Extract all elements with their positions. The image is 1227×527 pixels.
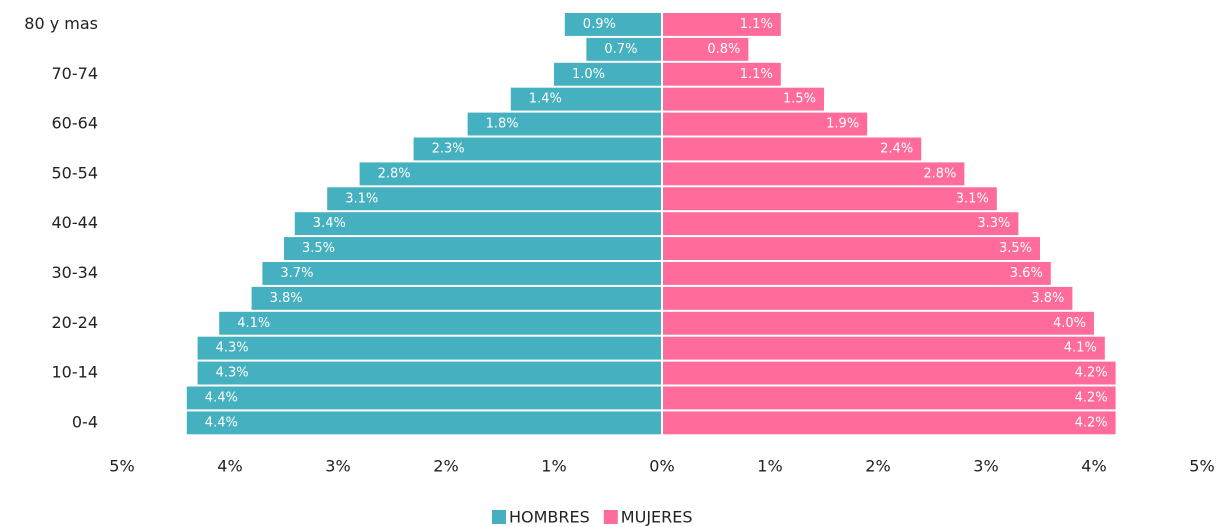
bar — [186, 411, 662, 435]
x-tick-label: 5% — [1189, 457, 1214, 476]
legend-swatch — [492, 510, 506, 524]
bar — [663, 13, 781, 36]
bar — [186, 386, 662, 410]
value-label: 2.3% — [432, 141, 465, 156]
legend-swatch — [603, 510, 618, 524]
y-tick-label: 30-34 — [52, 263, 99, 282]
bar — [359, 162, 661, 186]
value-label: 2.4% — [880, 141, 913, 156]
bar — [663, 162, 965, 186]
bar — [663, 336, 1105, 360]
bar — [284, 237, 661, 260]
bar — [197, 336, 661, 360]
bar — [663, 62, 781, 86]
value-label: 2.8% — [378, 166, 411, 181]
y-tick-label: 60-64 — [52, 114, 99, 133]
bar — [663, 37, 749, 61]
value-label: 3.1% — [345, 191, 378, 206]
value-label: 0.9% — [583, 17, 616, 32]
y-tick-label: 0-4 — [72, 412, 98, 431]
x-tick-label: 5% — [109, 457, 134, 476]
bar — [197, 361, 661, 385]
bar — [554, 62, 661, 86]
bar — [663, 212, 1019, 236]
x-tick-label: 2% — [433, 457, 458, 476]
value-label: 4.2% — [1075, 390, 1108, 405]
value-label: 4.1% — [1064, 341, 1097, 356]
bar — [663, 311, 1094, 335]
bar — [564, 13, 661, 36]
bar — [663, 262, 1051, 285]
value-label: 3.8% — [270, 291, 303, 306]
value-label: 1.9% — [826, 117, 859, 132]
value-label: 3.7% — [280, 266, 313, 281]
value-label: 1.8% — [486, 117, 519, 132]
value-label: 2.8% — [923, 166, 956, 181]
y-tick-label: 20-24 — [52, 313, 99, 332]
x-tick-label: 1% — [541, 457, 566, 476]
bar — [219, 311, 661, 335]
value-label: 4.4% — [205, 390, 238, 405]
value-label: 1.0% — [572, 67, 605, 82]
value-label: 4.3% — [216, 341, 249, 356]
bar — [262, 262, 661, 285]
value-label: 0.7% — [604, 42, 637, 57]
bar — [294, 212, 661, 236]
y-tick-label: 40-44 — [52, 213, 99, 232]
x-tick-label: 4% — [1081, 457, 1106, 476]
value-label: 1.1% — [740, 17, 773, 32]
x-tick-label: 3% — [973, 457, 998, 476]
x-tick-label: 0% — [649, 457, 674, 476]
y-tick-label: 80 y mas — [24, 14, 98, 33]
bar — [663, 187, 997, 211]
value-label: 3.6% — [1010, 266, 1043, 281]
bar — [327, 187, 661, 211]
bar — [663, 112, 868, 136]
value-label: 4.2% — [1075, 415, 1108, 430]
bar — [663, 237, 1040, 260]
value-label: 3.4% — [313, 216, 346, 231]
x-tick-label: 1% — [757, 457, 782, 476]
value-label: 3.1% — [956, 191, 989, 206]
bar — [663, 137, 922, 161]
legend-label: MUJERES — [621, 508, 693, 527]
bar — [251, 286, 661, 310]
x-tick-label: 4% — [217, 457, 242, 476]
value-label: 1.1% — [740, 67, 773, 82]
value-label: 1.5% — [783, 92, 816, 107]
value-label: 3.5% — [999, 241, 1032, 256]
value-label: 4.4% — [205, 415, 238, 430]
value-label: 4.1% — [237, 316, 270, 331]
bar — [663, 87, 824, 111]
y-tick-label: 50-54 — [52, 163, 99, 182]
value-label: 3.3% — [977, 216, 1010, 231]
bar — [663, 361, 1116, 385]
value-label: 4.3% — [216, 366, 249, 381]
bar — [663, 411, 1116, 435]
x-tick-label: 3% — [325, 457, 350, 476]
bar — [663, 386, 1116, 410]
y-tick-label: 70-74 — [52, 64, 99, 83]
x-tick-label: 2% — [865, 457, 890, 476]
value-label: 1.4% — [529, 92, 562, 107]
value-label: 3.8% — [1031, 291, 1064, 306]
bar — [663, 286, 1073, 310]
bar — [467, 112, 661, 136]
value-label: 3.5% — [302, 241, 335, 256]
bar — [586, 37, 661, 61]
value-label: 4.2% — [1075, 366, 1108, 381]
bar — [413, 137, 661, 161]
y-tick-label: 10-14 — [52, 363, 99, 382]
value-label: 0.8% — [707, 42, 740, 57]
legend-label: HOMBRES — [509, 508, 590, 527]
value-label: 4.0% — [1053, 316, 1086, 331]
bar — [510, 87, 661, 111]
